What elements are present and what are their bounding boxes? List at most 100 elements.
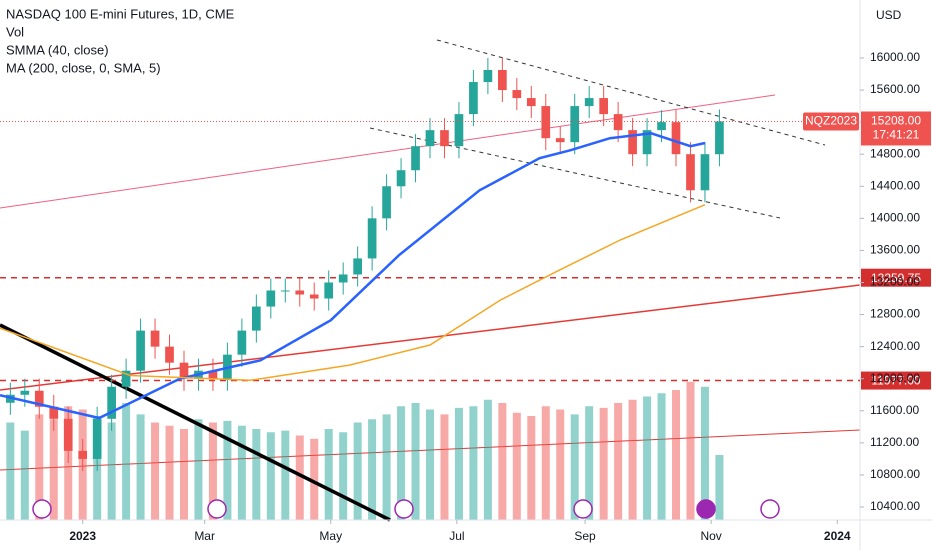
level-label-box <box>861 268 931 287</box>
volume-bar <box>20 430 29 520</box>
y-tick-label: 14400.00 <box>870 178 920 192</box>
volume-bar <box>208 422 217 520</box>
candle-body <box>107 386 116 419</box>
event-icon[interactable] <box>760 499 780 519</box>
volume-bar <box>324 429 333 520</box>
y-tick-label: 10400.00 <box>870 499 920 513</box>
indicator-line <box>0 204 706 382</box>
candle-body <box>555 138 565 143</box>
candle-body <box>628 130 637 155</box>
candle-body <box>425 130 435 147</box>
volume-bar <box>6 422 15 520</box>
candle-body <box>613 114 623 131</box>
volume-bar <box>614 403 623 520</box>
volume-bar <box>49 419 58 520</box>
candle-body <box>237 330 247 355</box>
y-tick-label: 15600.00 <box>870 82 920 96</box>
volume-bar <box>672 390 681 520</box>
candle-body <box>165 346 174 363</box>
volume-bar <box>151 422 160 520</box>
volume-bar <box>397 406 406 520</box>
last-price-label: 15208.00 <box>871 114 921 128</box>
candle-body <box>526 98 536 107</box>
event-icon[interactable] <box>32 499 52 519</box>
y-tick-label: 11600.00 <box>870 403 919 417</box>
candle-body <box>338 274 348 283</box>
volume-bar <box>570 414 579 520</box>
candle-body <box>382 186 391 219</box>
volume-bar <box>194 419 203 520</box>
volume-bar <box>715 455 724 520</box>
channel-line <box>436 39 826 146</box>
volume-bar <box>107 422 116 520</box>
candle-body <box>454 114 464 147</box>
candle-body <box>512 90 522 99</box>
candle-body <box>136 330 145 371</box>
x-tick-label: May <box>319 529 342 543</box>
candle-body <box>252 306 261 331</box>
candle-body <box>411 146 420 171</box>
y-tick-label: 14800.00 <box>870 146 920 160</box>
volume-bar <box>252 429 261 520</box>
candle-body <box>657 122 666 131</box>
trend-line <box>0 323 391 522</box>
candle-body <box>469 82 478 115</box>
candle-body <box>121 370 131 387</box>
volume-bar <box>440 414 449 520</box>
event-icon[interactable] <box>207 499 227 519</box>
volume-bar <box>165 425 174 520</box>
level-label: 13259.75 <box>871 271 921 285</box>
candle-body <box>309 294 319 299</box>
volume-bar <box>179 429 188 520</box>
volume-bar <box>585 406 594 520</box>
volume-bar <box>368 419 377 520</box>
event-icon[interactable] <box>394 499 414 519</box>
volume-bar <box>382 414 391 520</box>
level-label: 11977.00 <box>871 374 920 388</box>
candle-body <box>78 450 88 459</box>
y-tick-label: 12400.00 <box>870 339 920 353</box>
currency[interactable]: USD <box>876 8 902 22</box>
volume-bar <box>498 403 507 520</box>
x-tick-label: 2023 <box>69 529 96 543</box>
x-tick-label: Jul <box>449 529 464 543</box>
event-icon[interactable] <box>573 499 593 519</box>
y-tick-label: 11200.00 <box>870 435 919 449</box>
symbol-box <box>803 112 859 131</box>
volume-bar <box>686 381 695 520</box>
volume-bar <box>266 432 275 520</box>
candle-body <box>642 130 652 155</box>
volume-bar <box>527 416 536 520</box>
x-tick-label: Mar <box>194 529 215 543</box>
candle-body <box>63 418 73 451</box>
chart-title: NASDAQ 100 E-mini Futures, 1D, CME <box>6 6 235 21</box>
channel-line <box>369 127 781 219</box>
candle-body <box>34 390 44 407</box>
volume-bar <box>122 403 131 520</box>
y-tick-label: 16000.00 <box>870 50 920 64</box>
candle-body <box>541 106 551 139</box>
volume-bar <box>541 406 550 520</box>
volume-bar <box>454 407 463 520</box>
y-tick-label: 12800.00 <box>870 307 920 321</box>
event-icon[interactable] <box>696 499 716 519</box>
candle-body <box>266 290 276 307</box>
candle-body <box>498 70 507 91</box>
trend-line <box>0 94 776 209</box>
legend-entry: SMMA (40, close) <box>6 42 109 57</box>
candle-body <box>700 154 710 191</box>
candle-body <box>49 406 59 419</box>
candle-body <box>295 290 305 295</box>
volume-bar <box>35 414 44 520</box>
candle-body <box>367 218 377 259</box>
last-price-box <box>861 111 931 146</box>
event-icons <box>32 499 780 519</box>
volume-bar <box>512 412 521 520</box>
volume-bar <box>295 435 304 520</box>
volume-bar <box>339 432 348 520</box>
volume-bar <box>599 407 608 520</box>
countdown: 17:41:21 <box>873 128 920 142</box>
y-tick-label: 10800.00 <box>870 467 920 481</box>
candle-body <box>715 121 724 155</box>
